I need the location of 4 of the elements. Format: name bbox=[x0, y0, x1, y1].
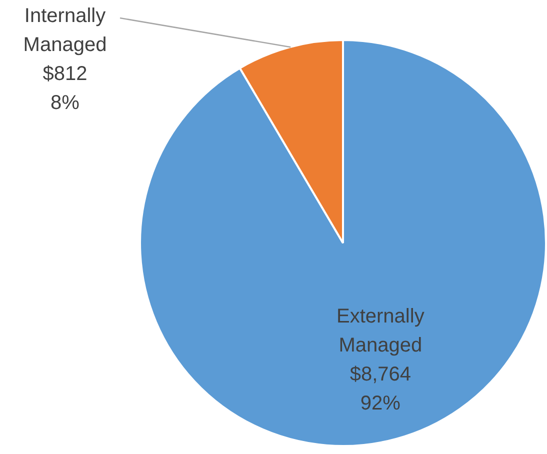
data-label: $812 8% bbox=[42, 63, 88, 114]
slice-label: Internally Managed bbox=[23, 5, 107, 56]
slice-label: Externally Managed bbox=[336, 306, 424, 357]
data-label: $8,764 92% bbox=[350, 364, 411, 415]
